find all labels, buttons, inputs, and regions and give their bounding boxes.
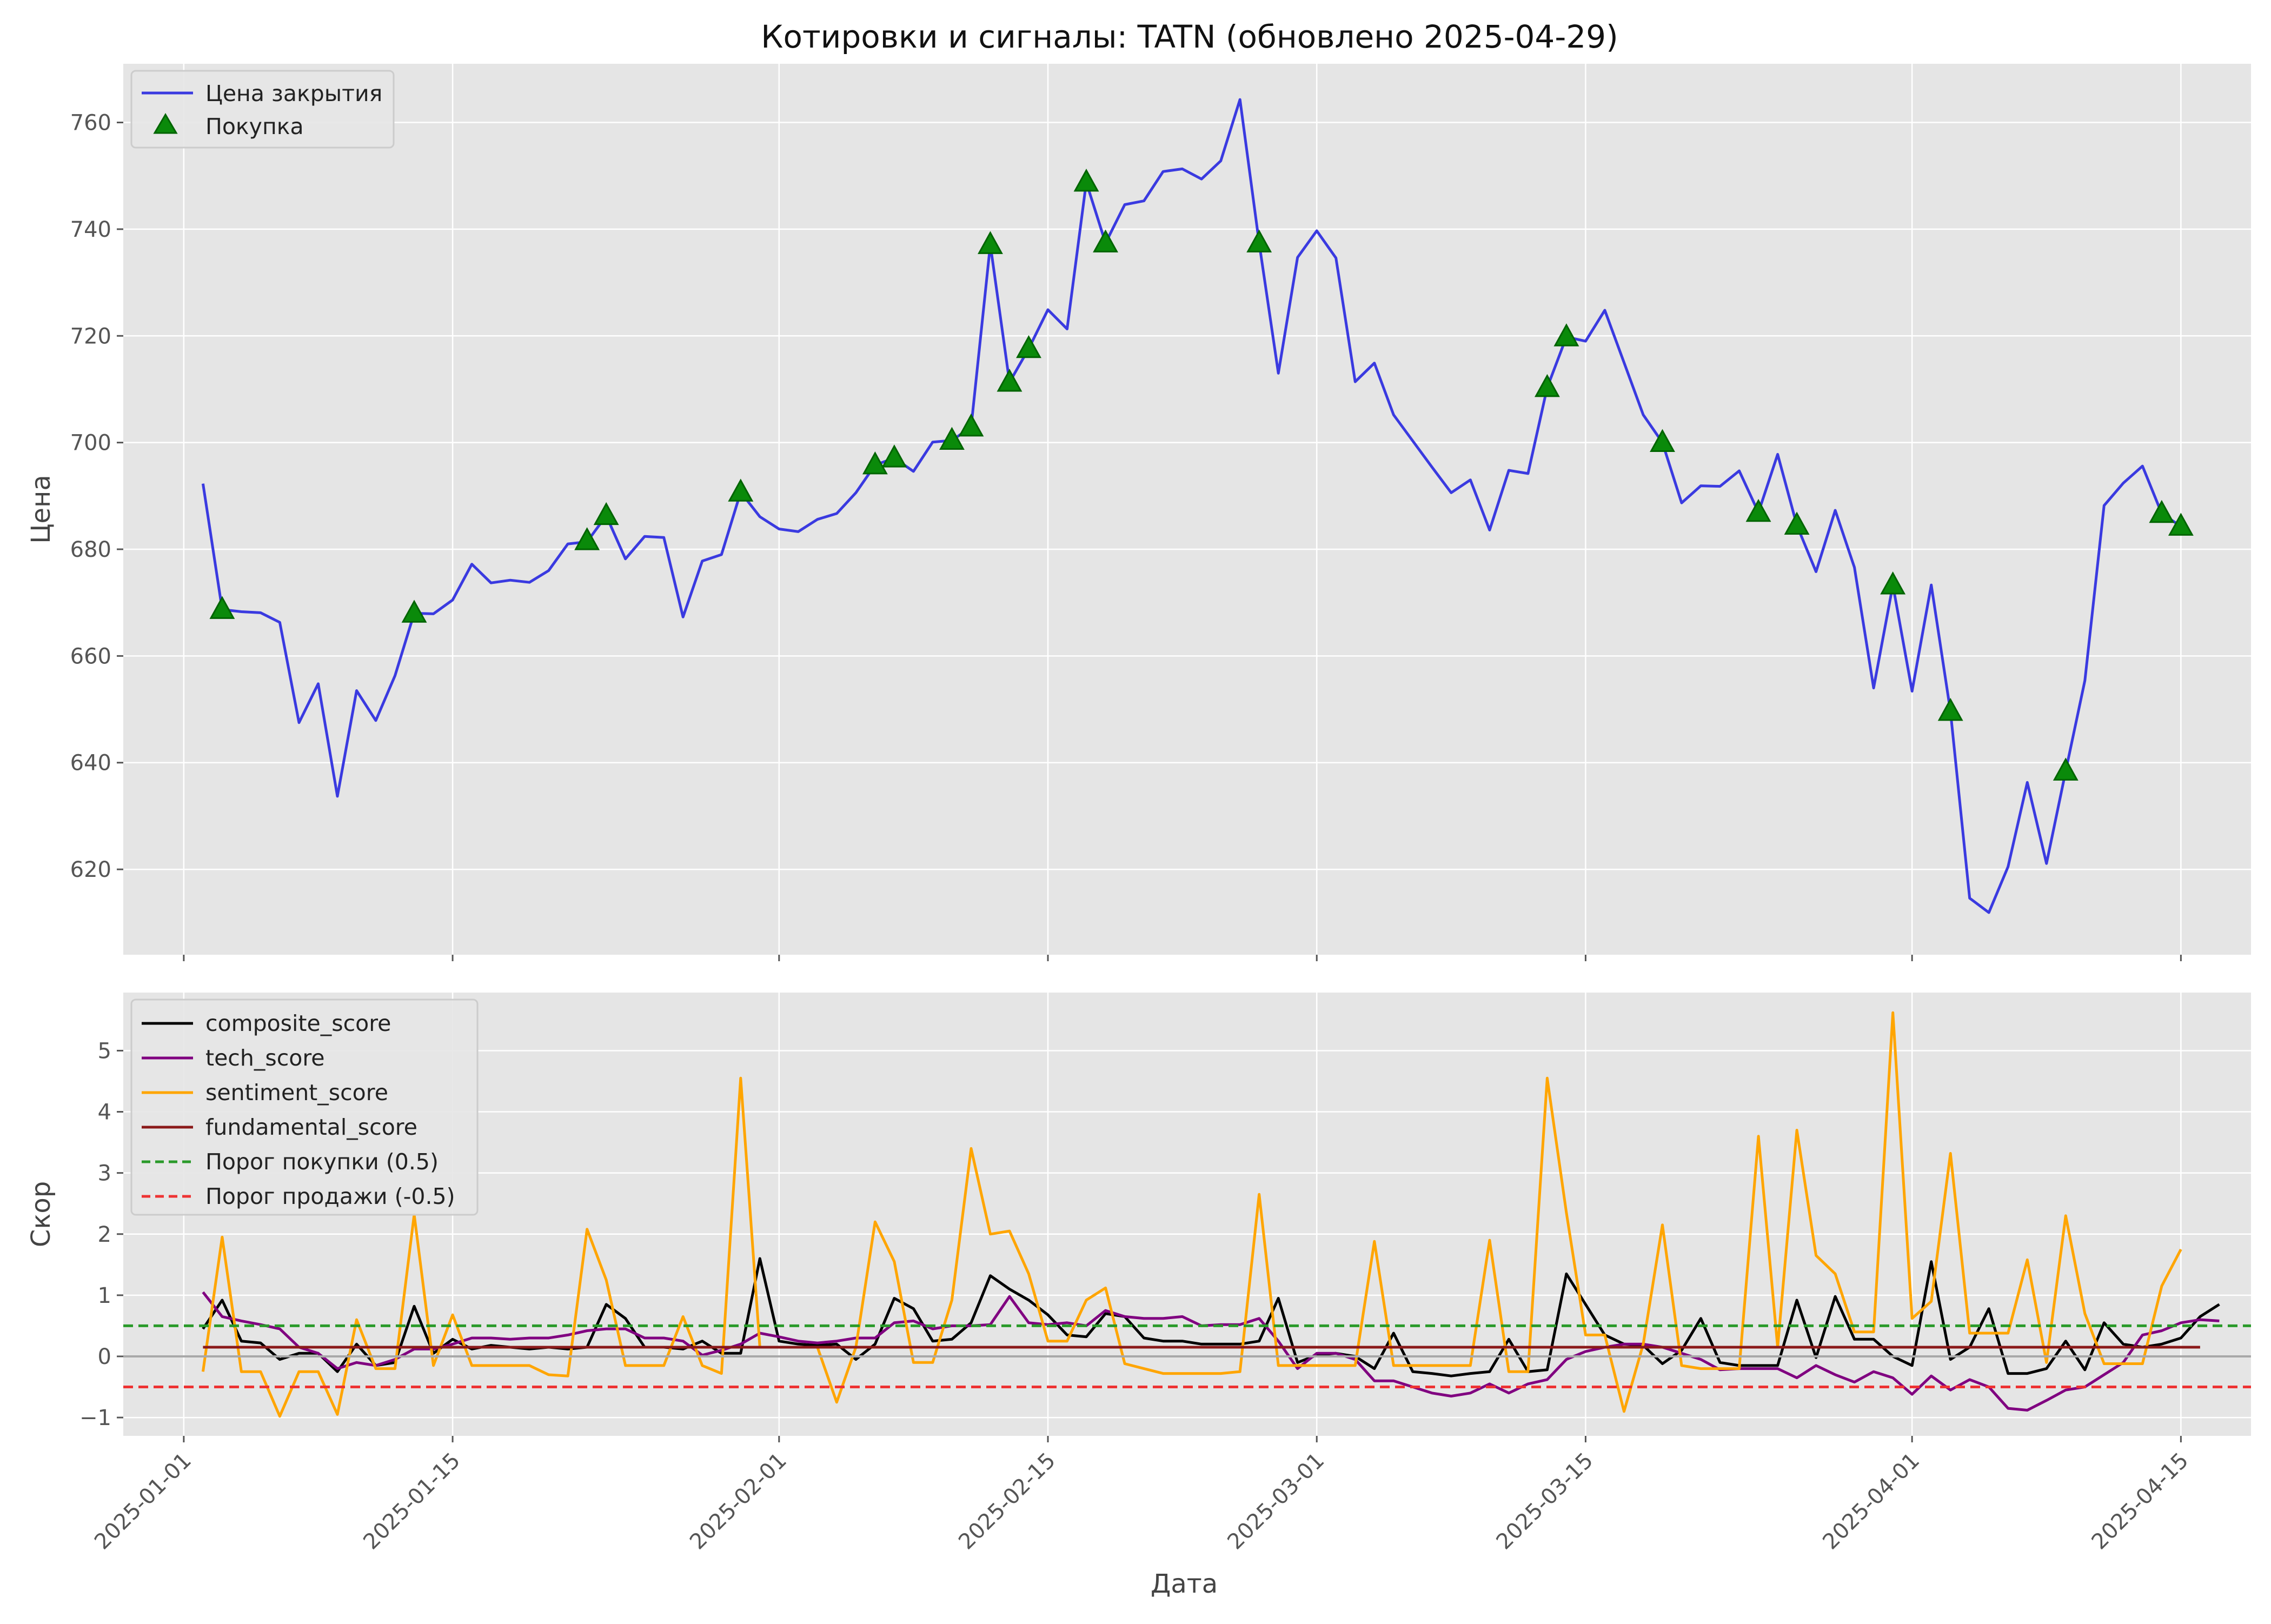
buy-signal-marker xyxy=(1650,429,1675,452)
legend-close-price-label: Цена закрытия xyxy=(205,81,382,107)
price-y-tick-label: 620 xyxy=(70,857,111,882)
price-legend: Цена закрытия Покупка xyxy=(130,70,395,149)
buy-signal-marker xyxy=(728,478,754,502)
buy-signal-marker xyxy=(978,231,1003,254)
close-price-line xyxy=(201,98,2182,914)
buy-signal-marker xyxy=(1016,335,1041,358)
score-y-axis-label: Скор xyxy=(26,1181,56,1247)
legend-label: Порог покупки (0.5) xyxy=(205,1149,439,1175)
price-y-tick-label: 760 xyxy=(70,111,111,136)
buy-signal-marker xyxy=(1880,571,1906,595)
price-y-tick-label: 700 xyxy=(70,431,111,456)
score-legend-items: composite_score tech_score sentiment_score… xyxy=(142,1010,455,1209)
score-series xyxy=(123,1011,2251,1418)
buy-signal-marker xyxy=(574,527,600,550)
buy-signal-marker xyxy=(997,369,1022,392)
buy-signal-marker xyxy=(1553,323,1579,347)
buy-signal-marker xyxy=(2053,757,2079,781)
score-y-tick-label: 3 xyxy=(98,1161,111,1186)
score-legend: composite_score tech_score sentiment_score… xyxy=(130,999,479,1216)
score-y-tick-label: 4 xyxy=(98,1100,111,1125)
chart-title: Котировки и сигналы: TATN (обновлено 202… xyxy=(761,18,1618,55)
buy-signal-marker xyxy=(939,427,965,450)
score-y-tick-label: 0 xyxy=(98,1345,111,1369)
price-plot-area xyxy=(123,64,2251,955)
buy-signal-marker xyxy=(958,413,984,437)
score-y-tick-label: 2 xyxy=(98,1222,111,1247)
buy-signal-marker xyxy=(862,451,888,475)
buy-signal-marker xyxy=(1093,229,1119,252)
price-y-tick-label: 660 xyxy=(70,644,111,669)
score-y-tick-label: −1 xyxy=(79,1406,111,1430)
buy-signal-marker xyxy=(401,600,427,623)
price-y-ticks: 620 640 660 680 700 720 740 760 xyxy=(70,111,123,882)
buy-signal-marker xyxy=(1745,498,1771,522)
score-tech-score-line xyxy=(202,1291,2220,1412)
buy-signal-marker xyxy=(881,444,907,468)
score-y-ticks: −1 0 1 2 3 4 5 xyxy=(79,1039,123,1430)
score-sentiment-score-line xyxy=(201,1011,2182,1418)
legend-label: Порог продажи (-0.5) xyxy=(205,1183,455,1209)
buy-signal-marker xyxy=(2168,513,2194,536)
buy-signal-marker xyxy=(1937,697,1963,721)
price-panel: 620 640 660 680 700 720 740 760 Цена Цена закры… xyxy=(26,64,2251,961)
buy-signal-marker xyxy=(1784,511,1810,535)
buy-signal-marker xyxy=(593,502,619,525)
price-y-tick-label: 640 xyxy=(70,751,111,776)
price-y-tick-label: 680 xyxy=(70,537,111,562)
price-gridlines xyxy=(123,64,2251,955)
score-x-axis-label: Дата xyxy=(1151,1569,1218,1599)
buy-signal-marker xyxy=(1073,168,1099,192)
score-y-tick-label: 1 xyxy=(98,1283,111,1308)
price-y-axis-label: Цена xyxy=(26,475,56,544)
legend-label: composite_score xyxy=(205,1010,391,1036)
buy-signal-marker xyxy=(209,596,235,619)
price-y-tick-label: 720 xyxy=(70,324,111,349)
buy-signal-marker xyxy=(1534,374,1560,397)
buy-signal-marker xyxy=(2149,500,2175,523)
price-legend-box xyxy=(130,70,395,149)
buy-signal-marker xyxy=(1246,229,1272,252)
score-legend-box xyxy=(130,999,479,1216)
legend-label: sentiment_score xyxy=(205,1080,388,1106)
price-y-tick-label: 740 xyxy=(70,217,111,242)
legend-label: fundamental_score xyxy=(205,1114,417,1140)
price-series xyxy=(201,98,2194,914)
legend-buy-marker xyxy=(153,113,178,134)
price-x-ticks xyxy=(183,955,2182,961)
score-y-tick-label: 5 xyxy=(98,1039,111,1063)
legend-label: tech_score xyxy=(205,1045,325,1071)
legend-buy-label: Покупка xyxy=(205,114,304,139)
